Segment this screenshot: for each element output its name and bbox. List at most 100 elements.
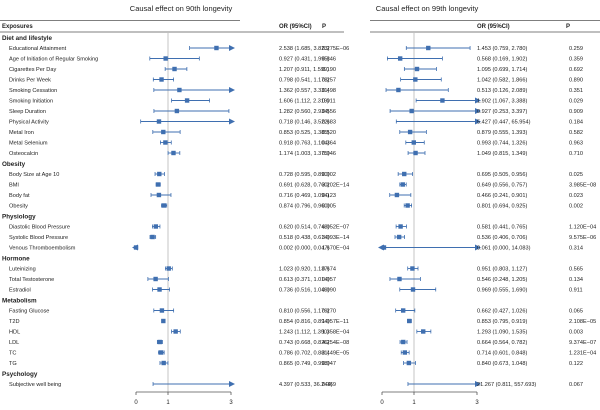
p-value-text: 0.582 <box>569 130 583 136</box>
p-value-text: 1.057E−11 <box>322 319 349 325</box>
or-ci-text: 1.282 (0.560, 2.934) <box>279 109 330 115</box>
or-ci-text: 1.606 (1.112, 2.319) <box>279 99 329 105</box>
or-point-marker <box>396 87 401 93</box>
exposure-label: Age of Initiation of Regular Smoking <box>9 57 98 63</box>
p-value-text: 9.575E−06 <box>569 235 596 241</box>
exposure-label: Smoking Cessation <box>9 88 57 94</box>
or-ci-text: 0.853 (0.795, 0.919) <box>477 319 528 325</box>
or-ci-text: 0.969 (0.555, 1.690) <box>477 288 528 294</box>
exposure-label: TG <box>9 361 17 367</box>
or-ci-text: 1.453 (0.759, 2.780) <box>477 46 528 52</box>
group-label: Physiology <box>2 214 36 221</box>
p-value-text: 6.052E−07 <box>322 225 349 231</box>
p-value-text: 3.985E−08 <box>569 183 596 189</box>
or-ci-text: 1.095 (0.699, 1.714) <box>477 67 528 73</box>
p-value-text: 0.565 <box>569 267 583 273</box>
or-point-marker <box>397 276 402 282</box>
p-value-text: 0.005 <box>322 204 336 210</box>
exposure-label: Metal Iron <box>9 130 34 136</box>
or-ci-text: 0.513 (0.126, 2.089) <box>477 88 528 94</box>
p-value-text: 0.025 <box>569 172 583 178</box>
p-value-text: 0.498 <box>322 88 336 94</box>
or-point-marker <box>172 66 177 72</box>
p-value-text: 3.202E−14 <box>322 183 349 189</box>
group-label: Diet and lifestyle <box>2 35 53 42</box>
or-ci-text: 1.362 (0.557, 3.331) <box>279 88 330 94</box>
group-label: Metabolism <box>2 298 37 305</box>
or-point-marker <box>133 245 139 250</box>
exposure-label: Osteocalcin <box>9 151 38 157</box>
ci-arrow-right <box>229 118 235 125</box>
p-value-text: 0.123 <box>322 193 336 199</box>
or-ci-text: 0.664 (0.564, 0.782) <box>477 340 528 346</box>
or-point-marker <box>402 171 407 177</box>
exposure-label: Physical Activity <box>9 120 49 126</box>
or-point-marker <box>440 98 445 103</box>
exposure-label: Smoking Initiation <box>9 99 53 105</box>
or-point-marker <box>406 360 412 366</box>
or-ci-text: 0.743 (0.668, 0.826) <box>279 340 330 346</box>
exposure-label: Metal Selenium <box>9 141 48 147</box>
exposure-label: TC <box>9 351 16 357</box>
or-point-marker <box>402 350 408 355</box>
p-value-text: 0.002 <box>569 204 583 210</box>
or-point-marker <box>414 66 420 72</box>
or-ci-text: 0.002 (0.000, 0.047) <box>279 246 330 252</box>
p-value-text: 0.067 <box>569 382 583 388</box>
or-point-marker <box>155 182 161 187</box>
p-value-text: 0.259 <box>569 46 583 52</box>
p-value-text: 0.674 <box>322 267 336 273</box>
or-point-marker <box>153 276 158 282</box>
ci-arrow-right <box>475 381 481 387</box>
or-ci-text: 0.620 (0.514, 0.748) <box>279 225 330 231</box>
or-point-marker <box>184 98 190 103</box>
p-value-text: 0.090 <box>322 288 336 294</box>
or-ci-text: 0.649 (0.556, 0.757) <box>477 183 528 189</box>
p-value-text: 0.314 <box>569 246 583 252</box>
or-ci-text: 1.293 (1.090, 1.535) <box>477 330 528 336</box>
or-ci-text: 0.786 (0.702, 0.881) <box>279 351 330 357</box>
or-point-marker <box>410 266 415 271</box>
p-value-text: 0.683 <box>322 120 336 126</box>
or-point-marker <box>166 266 171 271</box>
or-point-marker <box>161 129 166 135</box>
or-ci-text: 0.918 (0.763, 1.104) <box>279 141 330 147</box>
p-value-text: 0.003 <box>569 330 583 336</box>
p-value-text: 3.449E−05 <box>322 351 349 357</box>
or-point-marker <box>398 224 403 229</box>
p-value-text: 0.909 <box>569 109 583 115</box>
or-point-marker <box>153 224 159 229</box>
or-point-marker <box>161 318 166 324</box>
left-p-header: P <box>322 24 326 30</box>
or-ci-text: 0.536 (0.406, 0.706) <box>477 235 528 241</box>
or-point-marker <box>426 45 431 51</box>
or-point-marker <box>150 234 155 240</box>
p-value-text: 0.057 <box>322 277 336 283</box>
or-ci-text: 0.546 (0.248, 1.205) <box>477 277 528 283</box>
p-value-text: 0.047 <box>322 361 336 367</box>
or-ci-text: 0.613 (0.371, 1.014) <box>279 277 330 283</box>
p-value-text: 0.556 <box>322 109 336 115</box>
or-ci-text: 0.568 (0.169, 1.902) <box>477 57 528 63</box>
or-point-marker <box>400 182 405 187</box>
or-ci-text: 0.736 (0.516, 1.049) <box>279 288 330 294</box>
or-ci-text: 0.716 (0.469, 1.094) <box>279 193 330 199</box>
ci-arrow-right <box>475 244 481 251</box>
or-point-marker <box>214 45 219 51</box>
exposure-label: Body Size at Age 10 <box>9 172 59 178</box>
or-point-marker <box>400 308 406 313</box>
right-or-header: OR (95%CI) <box>477 24 510 30</box>
x-tick-label: 1 <box>412 400 416 406</box>
or-ci-text: 0.695 (0.505, 0.956) <box>477 172 528 178</box>
or-ci-text: 0.840 (0.673, 1.048) <box>477 361 528 367</box>
or-point-marker <box>413 77 418 82</box>
exposure-label: Venous Thromboembolism <box>9 246 76 252</box>
p-value-text: 0.270 <box>322 309 336 315</box>
or-ci-text: 1.023 (0.920, 1.137) <box>279 267 330 273</box>
or-point-marker <box>177 87 182 93</box>
p-value-text: 0.065 <box>569 309 583 315</box>
p-value-text: 0.190 <box>322 67 336 73</box>
exposure-label: Educational Attainment <box>9 46 67 52</box>
group-label: Hormone <box>2 256 30 263</box>
